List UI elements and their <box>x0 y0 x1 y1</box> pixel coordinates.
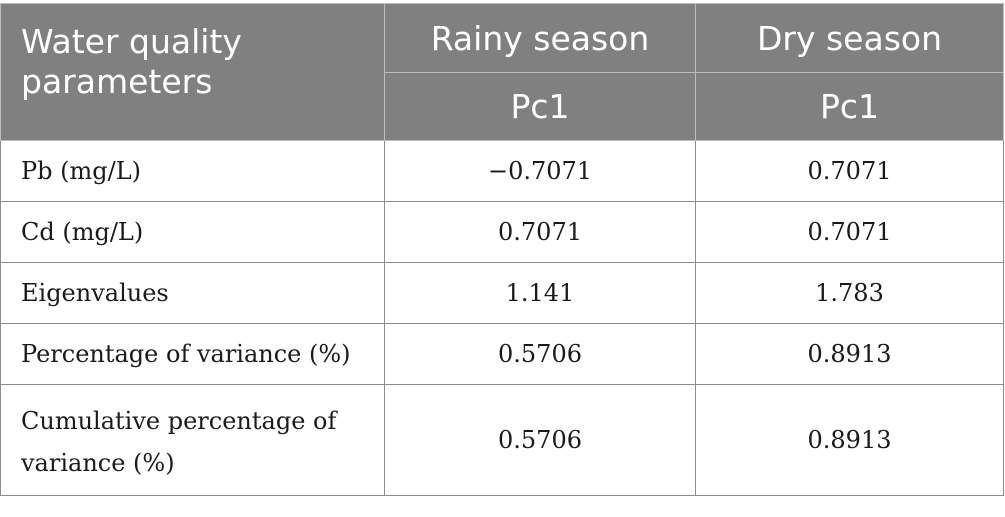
header-dry-pc1: Pc1 <box>695 72 1004 141</box>
header-rainy-pc1: Pc1 <box>384 72 696 141</box>
dry-value: 0.8913 <box>695 384 1004 496</box>
header-parameters: Water quality parameters <box>0 3 385 141</box>
table-body: Pb (mg/L) −0.7071 0.7071 Cd (mg/L) 0.707… <box>0 140 1004 496</box>
table-row: Cd (mg/L) 0.7071 0.7071 <box>0 201 1004 263</box>
table-row: Cumulative percentage of variance (%) 0.… <box>0 384 1004 496</box>
rainy-value: 0.5706 <box>384 323 696 385</box>
row-label: Percentage of variance (%) <box>0 323 385 385</box>
row-label: Pb (mg/L) <box>0 140 385 202</box>
table-header: Water quality parameters Rainy season Dr… <box>0 3 1004 141</box>
table-row: Pb (mg/L) −0.7071 0.7071 <box>0 140 1004 202</box>
header-row-seasons: Water quality parameters Rainy season Dr… <box>0 3 1004 141</box>
pca-results-table: Water quality parameters Rainy season Dr… <box>0 3 1004 496</box>
rainy-value: −0.7071 <box>384 140 696 202</box>
row-label: Cumulative percentage of variance (%) <box>0 384 385 496</box>
table-row: Percentage of variance (%) 0.5706 0.8913 <box>0 323 1004 385</box>
row-label: Cd (mg/L) <box>0 201 385 263</box>
dry-value: 0.7071 <box>695 140 1004 202</box>
dry-value: 0.7071 <box>695 201 1004 263</box>
header-dry-season: Dry season <box>695 3 1004 73</box>
dry-value: 0.8913 <box>695 323 1004 385</box>
row-label: Eigenvalues <box>0 262 385 324</box>
dry-value: 1.783 <box>695 262 1004 324</box>
table-row: Eigenvalues 1.141 1.783 <box>0 262 1004 324</box>
rainy-value: 1.141 <box>384 262 696 324</box>
header-row-components: Pc1 Pc1 <box>1 72 1004 141</box>
header-rainy-season: Rainy season <box>384 3 696 73</box>
rainy-value: 0.7071 <box>384 201 696 263</box>
rainy-value: 0.5706 <box>384 384 696 496</box>
